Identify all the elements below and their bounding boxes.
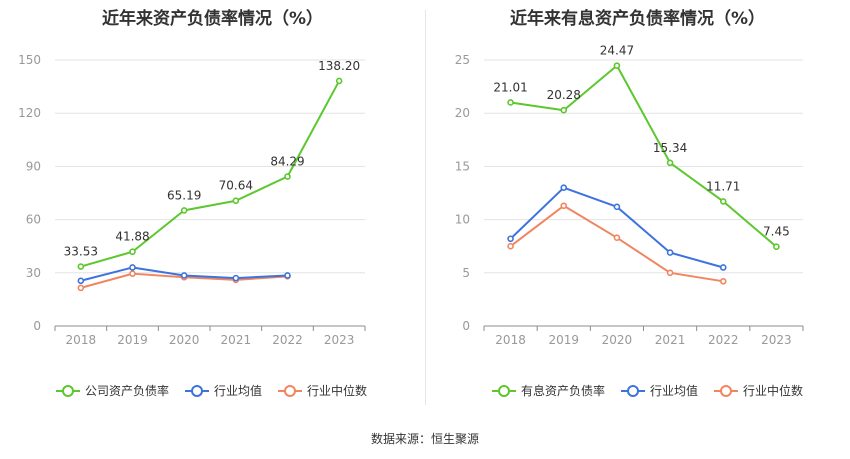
left-legend-item: 公司资产负债率	[56, 383, 169, 398]
right-data-point	[719, 278, 727, 285]
right-y-tick-label: 0	[462, 319, 470, 333]
right-legend-label: 行业中位数	[743, 383, 803, 398]
left-y-tick-label: 0	[33, 319, 41, 333]
left-chart-title: 近年来资产负债率情况（%）	[101, 9, 324, 29]
right-data-label: 24.47	[600, 44, 634, 58]
right-series-line-1	[509, 186, 724, 269]
left-data-point	[129, 248, 136, 256]
right-legend-label: 有息资产负债率	[521, 383, 605, 398]
right-data-point	[666, 159, 674, 167]
right-x-tick-label: 2022	[708, 333, 739, 347]
left-legend-item: 行业均值	[185, 383, 262, 398]
right-data-point	[666, 249, 674, 256]
left-data-point	[77, 284, 85, 292]
right-data-point	[560, 106, 568, 114]
left-data-point	[77, 263, 85, 270]
right-data-point	[613, 62, 621, 69]
left-x-tick-label: 2023	[324, 333, 355, 347]
left-data-point	[129, 264, 136, 271]
right-data-point	[773, 243, 780, 251]
left-legend-label: 行业中位数	[307, 383, 367, 398]
left-x-tick-label: 2022	[272, 333, 303, 347]
right-data-point	[507, 99, 514, 106]
left-data-point	[180, 207, 188, 214]
left-x-tick-label: 2020	[169, 333, 200, 347]
right-chart-title: 近年来有息资产负债率情况（%）	[509, 9, 766, 29]
left-y-tick-label: 120	[18, 106, 41, 120]
panel-divider	[425, 10, 426, 405]
right-data-label: 7.45	[763, 225, 790, 239]
right-series-line-2	[509, 204, 724, 283]
right-data-point	[507, 242, 514, 250]
left-data-point	[232, 274, 240, 282]
right-legend-marker	[720, 385, 732, 397]
right-data-point	[613, 234, 621, 241]
left-y-tick-label: 150	[18, 53, 41, 67]
right-data-point	[560, 202, 568, 210]
right-y-tick-label: 10	[455, 213, 470, 227]
right-y-tick-label: 15	[455, 159, 470, 173]
data-source-note: 数据来源：恒生聚源	[370, 432, 479, 446]
right-data-label: 15.34	[653, 141, 687, 155]
left-y-tick-label: 90	[26, 159, 41, 173]
right-y-tick-label: 20	[455, 106, 470, 120]
left-data-label: 138.20	[318, 59, 360, 73]
left-data-point	[284, 272, 291, 279]
left-data-label: 41.88	[115, 230, 149, 244]
right-data-point	[719, 264, 727, 271]
left-data-label: 84.29	[270, 155, 304, 169]
right-chart-plot: 0 5 10 15 20 25 2018 2019 2020 2021 2022 2023 21.01 2…	[455, 44, 804, 398]
right-data-label: 11.71	[706, 179, 740, 193]
left-legend-marker	[284, 385, 296, 397]
right-legend-label: 行业均值	[650, 383, 698, 398]
right-data-point	[613, 203, 621, 211]
right-series-line-0	[510, 64, 778, 248]
left-x-tick-label: 2019	[117, 333, 148, 347]
left-data-point	[232, 197, 240, 205]
left-y-tick-label: 30	[26, 266, 41, 280]
left-chart-plot: 0 30 60 90 120 150 2018 2019 2020 2021 2022 2023 33.…	[18, 53, 367, 398]
right-chart-panel: 近年来有息资产负债率情况（%） 0 5 10 15 20 25 2018 2019 2020 20…	[425, 0, 850, 420]
right-y-tick-label: 25	[455, 53, 470, 67]
left-data-point	[284, 173, 291, 180]
left-legend-label: 行业均值	[214, 383, 262, 398]
right-x-tick-label: 2020	[602, 333, 633, 347]
right-y-tick-label: 5	[462, 266, 470, 280]
right-data-point	[719, 198, 727, 205]
right-data-point	[666, 269, 674, 277]
left-series-line-0	[80, 80, 341, 268]
right-x-tick-label: 2019	[548, 333, 579, 347]
left-data-point	[180, 272, 188, 279]
right-legend-item: 行业均值	[621, 383, 698, 398]
right-legend-item: 行业中位数	[714, 383, 803, 398]
right-data-point	[507, 235, 514, 243]
left-legend-marker	[62, 385, 74, 397]
right-data-point	[560, 184, 568, 191]
left-data-label: 70.64	[219, 179, 253, 193]
left-data-point	[77, 277, 85, 285]
right-x-tick-label: 2023	[761, 333, 792, 347]
left-legend-label: 公司资产负债率	[85, 383, 169, 398]
left-legend-marker	[191, 385, 203, 397]
right-data-label: 21.01	[493, 80, 527, 94]
left-x-tick-label: 2018	[66, 333, 97, 347]
right-legend-item: 有息资产负债率	[492, 383, 605, 398]
right-legend-marker	[627, 385, 639, 397]
right-x-tick-label: 2021	[655, 333, 686, 347]
right-x-tick-label: 2018	[495, 333, 526, 347]
left-y-tick-label: 60	[26, 213, 41, 227]
left-x-tick-label: 2021	[221, 333, 252, 347]
left-chart-panel: 近年来资产负债率情况（%） 0 30 60 90 120 150 2018 2019 2020 2…	[0, 0, 425, 420]
left-data-point	[335, 77, 343, 85]
left-data-label: 65.19	[167, 188, 201, 202]
left-data-point	[129, 270, 136, 277]
left-legend-item: 行业中位数	[278, 383, 367, 398]
right-data-label: 20.28	[547, 88, 581, 102]
left-data-label: 33.53	[64, 245, 98, 259]
right-legend-marker	[498, 385, 510, 397]
